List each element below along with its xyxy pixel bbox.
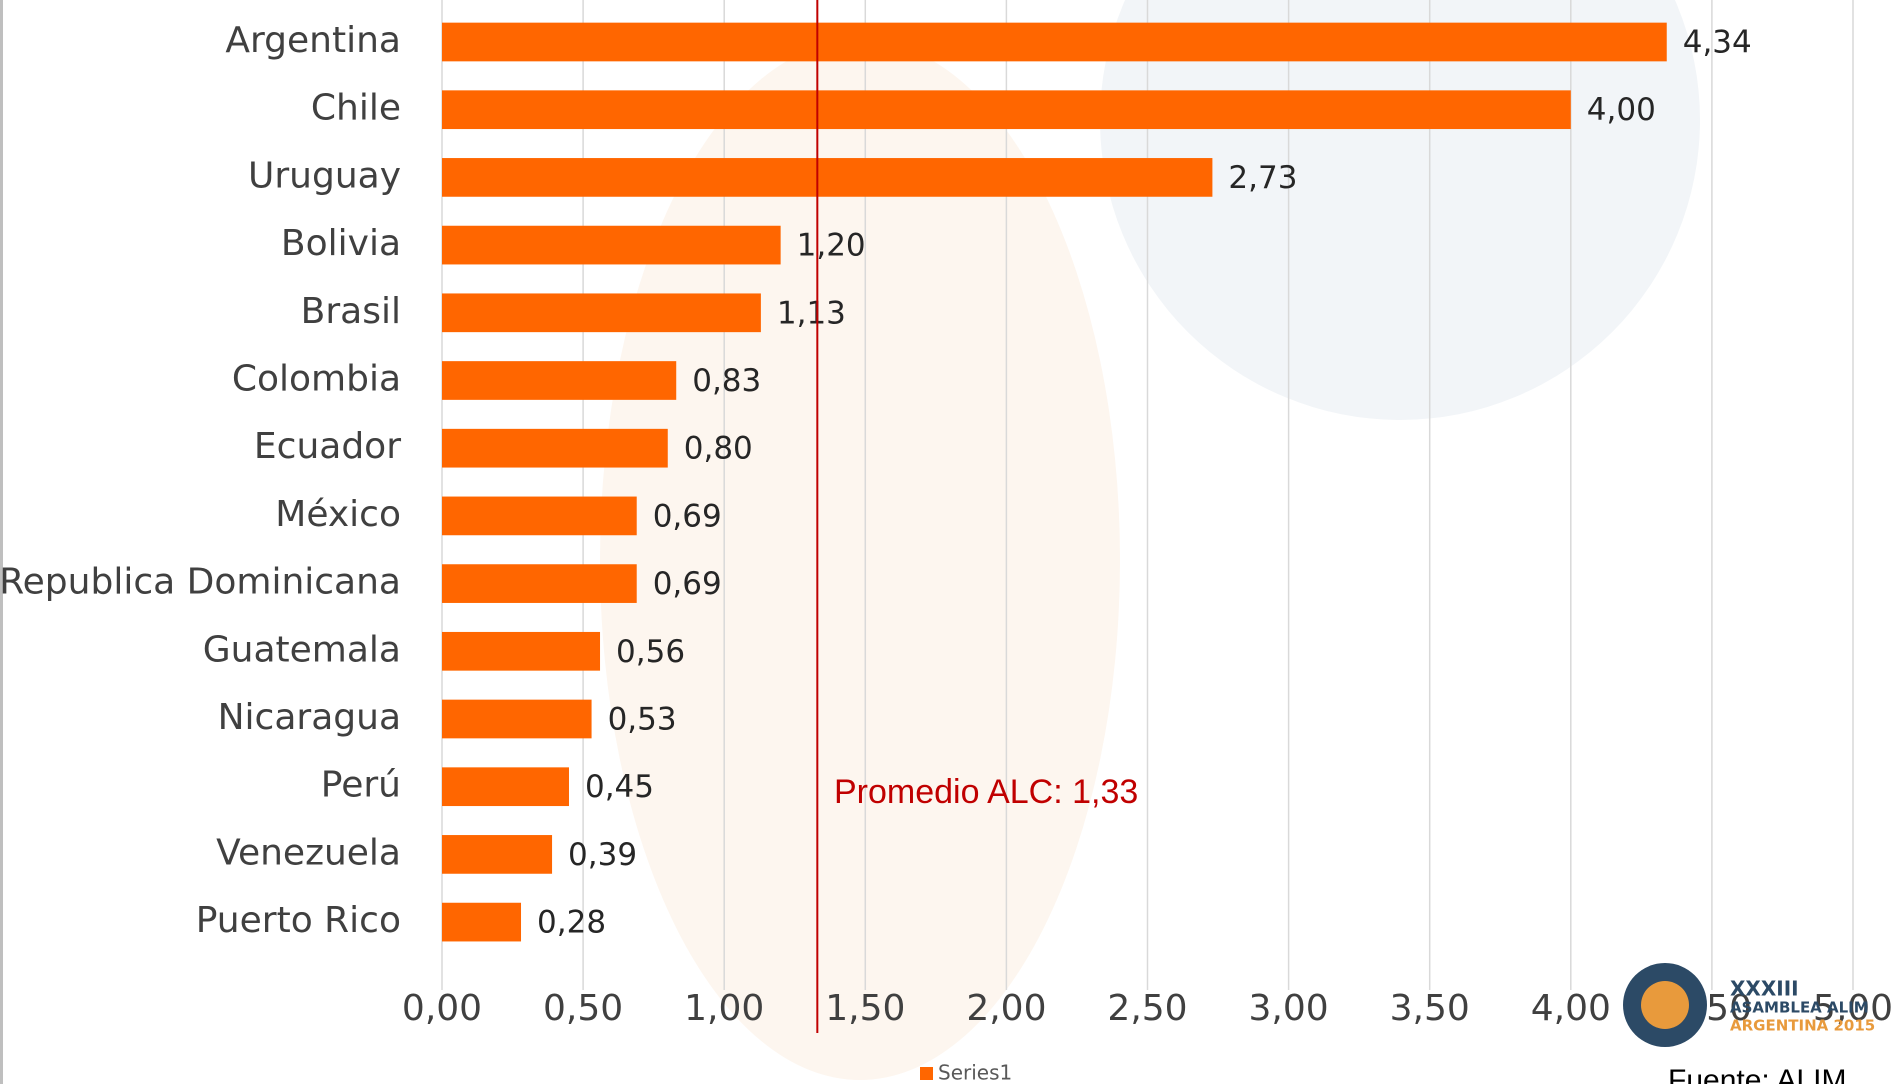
logo-text: ARGENTINA 2015 (1730, 1017, 1875, 1035)
y-tick-label: Bolivia (281, 223, 401, 264)
bar (442, 22, 1667, 62)
y-tick-label: Brasil (301, 291, 401, 332)
x-tick-label: 1,00 (684, 988, 764, 1029)
bar (442, 90, 1571, 130)
bar (442, 428, 668, 468)
x-tick-label: 0,00 (402, 988, 482, 1029)
y-tick-label: Uruguay (248, 155, 401, 196)
bar (442, 835, 553, 874)
y-tick-label: Republica Dominicana (0, 562, 401, 603)
value-label: 4,34 (1683, 25, 1752, 61)
bar (442, 564, 637, 603)
value-label: 1,20 (797, 228, 866, 264)
x-tick-label: 3,50 (1390, 988, 1470, 1029)
y-tick-label: Ecuador (254, 426, 401, 467)
x-tick-label: 2,50 (1107, 988, 1187, 1029)
left-border (0, 0, 3, 1084)
bar (442, 361, 677, 400)
reference-label: Promedio ALC: 1,33 (834, 773, 1138, 811)
y-tick-label: Puerto Rico (196, 900, 401, 941)
legend-swatch (920, 1067, 933, 1080)
logo-text: XXXIII (1730, 977, 1799, 1001)
y-tick-label: Nicaragua (218, 697, 401, 738)
x-tick-label: 5,00 (1813, 988, 1893, 1029)
bar (442, 902, 522, 942)
y-tick-label: México (275, 494, 401, 535)
bar (442, 767, 569, 807)
y-tick-label: Guatemala (203, 629, 401, 670)
watermark (1100, 0, 1700, 420)
bar (442, 225, 781, 265)
logo-icon (1641, 981, 1689, 1029)
source: Fuente: ALIM (1668, 1064, 1846, 1084)
logo-text: ASAMBLEA ALIM (1730, 999, 1869, 1017)
value-label: 2,73 (1228, 160, 1297, 196)
value-label: 0,53 (608, 702, 677, 738)
x-tick-label: 3,00 (1249, 988, 1329, 1029)
value-label: 0,69 (653, 566, 722, 602)
bar (442, 158, 1213, 197)
x-tick-label: 2,00 (966, 988, 1046, 1029)
y-tick-label: Colombia (232, 359, 401, 400)
legend-label: Series1 (938, 1061, 1012, 1084)
value-label: 4,00 (1587, 92, 1656, 128)
bar (442, 699, 592, 739)
y-tick-label: Venezuela (216, 832, 401, 873)
bar (442, 293, 761, 333)
bar (442, 496, 637, 536)
x-tick-label: 1,50 (825, 988, 905, 1029)
y-tick-label: Chile (311, 88, 401, 129)
value-label: 0,69 (653, 498, 722, 534)
value-label: 0,39 (568, 837, 637, 873)
value-label: 0,45 (585, 769, 654, 805)
y-tick-label: Perú (321, 765, 401, 806)
x-tick-label: 0,50 (543, 988, 623, 1029)
value-label: 0,80 (684, 431, 753, 467)
bar (442, 631, 601, 671)
value-label: 0,56 (616, 634, 685, 670)
value-label: 1,13 (777, 295, 846, 331)
x-tick-label: 4,00 (1531, 988, 1611, 1029)
y-tick-label: Argentina (225, 20, 401, 61)
value-label: 0,28 (537, 905, 606, 941)
value-label: 0,83 (692, 363, 761, 399)
